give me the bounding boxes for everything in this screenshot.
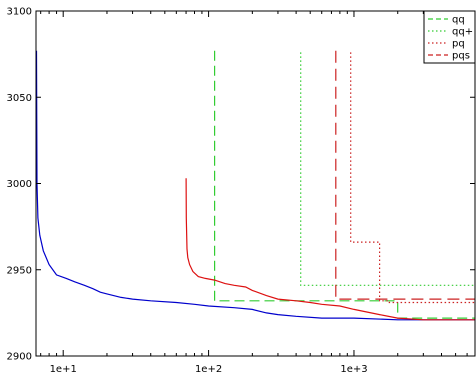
axes-layer: 2900 2950 3000 3050 3100 1e+1 1e+2 1e+3 (7, 7, 475, 375)
y-tick-label: 2950 (7, 265, 32, 276)
series-line-red (185, 178, 475, 321)
plot-background (36, 11, 476, 356)
y-tick-label: 2900 (7, 352, 32, 363)
y-tick-label: 3050 (7, 93, 32, 104)
series-line-qqplus (300, 52, 475, 286)
y-tick-label: 3100 (7, 7, 32, 18)
series-line-pq (350, 52, 475, 304)
series-line-pqs (335, 50, 475, 300)
series-line-blue (35, 50, 475, 321)
y-tick-label: 3000 (7, 179, 32, 190)
legend-label-pqs: pqs (452, 51, 470, 62)
x-tick-label: 1e+3 (340, 364, 367, 375)
x-tick-label: 1e+2 (195, 364, 222, 375)
series-layer (35, 50, 475, 321)
legend-label-qq: qq (452, 15, 465, 26)
legend-box (423, 10, 476, 64)
legend-label-pq: pq (452, 39, 465, 50)
legend-label-qqplus: qq+ (452, 27, 473, 38)
x-tick-label: 1e+1 (50, 364, 77, 375)
